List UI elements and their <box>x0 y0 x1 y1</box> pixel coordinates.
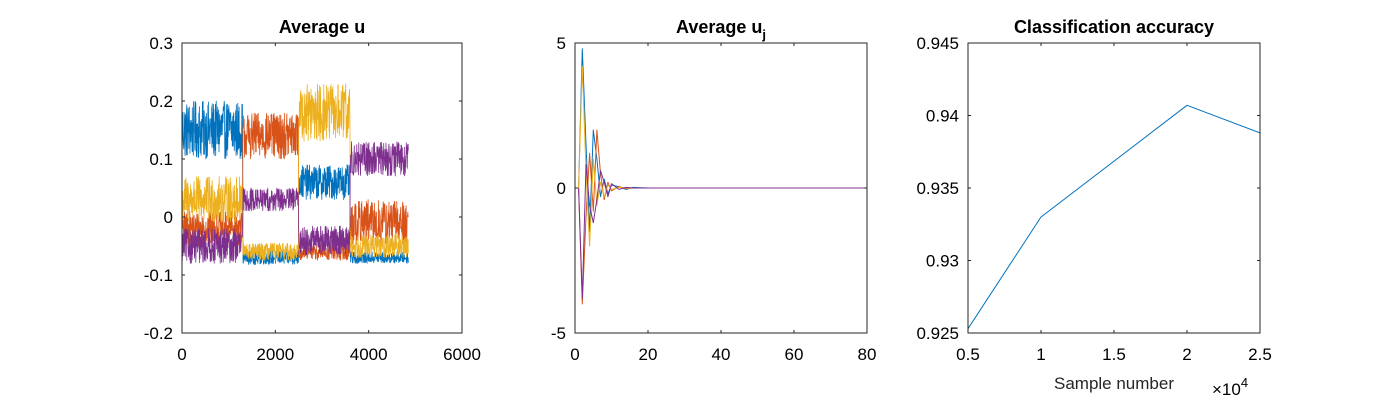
y-tick-label: -5 <box>551 324 566 343</box>
x-tick-label: 4000 <box>350 345 388 364</box>
x-tick-label: 40 <box>712 345 731 364</box>
y-tick-label: 0 <box>164 208 173 227</box>
series-group <box>968 104 1260 329</box>
series-group <box>182 83 409 265</box>
x-tick-label: 60 <box>785 345 804 364</box>
y-tick-label: 0.925 <box>916 324 959 343</box>
chart-title: Classification accuracy <box>1014 17 1214 37</box>
y-tick-label: 0 <box>557 179 566 198</box>
y-tick-label: 0.93 <box>926 252 959 271</box>
x-axis-exponent: ×104 <box>1212 375 1248 399</box>
x-tick-label: 1.5 <box>1102 345 1126 364</box>
y-tick-label: -0.2 <box>144 324 173 343</box>
chart-title: Average uj <box>676 17 766 42</box>
y-tick-label: 0.1 <box>149 150 173 169</box>
y-tick-label: -0.1 <box>144 266 173 285</box>
x-tick-label: 80 <box>858 345 877 364</box>
series-line-1 <box>578 48 867 232</box>
x-axis-label: Sample number <box>1054 374 1174 393</box>
x-tick-label: 0 <box>570 345 579 364</box>
y-tick-label: 0.2 <box>149 92 173 111</box>
series-line-1 <box>182 100 409 265</box>
series-line-4 <box>182 141 409 264</box>
x-tick-label: 0 <box>177 345 186 364</box>
plot-area-frame <box>181 42 463 334</box>
y-tick-label: 0.94 <box>926 107 959 126</box>
chart-1: 0 2000 4000 6000 -0.2 -0.1 0 0.1 0.2 0.3 Average u <box>144 17 481 364</box>
plot-area-frame <box>967 42 1261 334</box>
chart-3: 0.5 1 1.5 2 2.5 0.925 0.93 0.935 0.94 0.945 Classi… <box>916 17 1271 399</box>
series-group <box>578 48 867 305</box>
series-line-3 <box>578 65 867 247</box>
x-tick-label: 2 <box>1182 345 1191 364</box>
x-tick-label: 2000 <box>256 345 294 364</box>
series-line-2 <box>578 129 867 305</box>
series-line-1 <box>968 104 1260 329</box>
x-tick-label: 0.5 <box>956 345 980 364</box>
x-tick-label: 1 <box>1036 345 1045 364</box>
x-tick-label: 2.5 <box>1248 345 1272 364</box>
y-tick-label: 0.935 <box>916 179 959 198</box>
x-tick-label: 6000 <box>443 345 481 364</box>
series-line-4 <box>578 164 867 299</box>
y-tick-label: 0.3 <box>149 34 173 53</box>
y-tick-label: 5 <box>557 34 566 53</box>
series-line-3 <box>182 83 409 261</box>
x-tick-label: 20 <box>639 345 658 364</box>
series-line-2 <box>182 112 409 261</box>
y-tick-label: 0.945 <box>916 34 959 53</box>
chart-title: Average u <box>279 17 365 37</box>
